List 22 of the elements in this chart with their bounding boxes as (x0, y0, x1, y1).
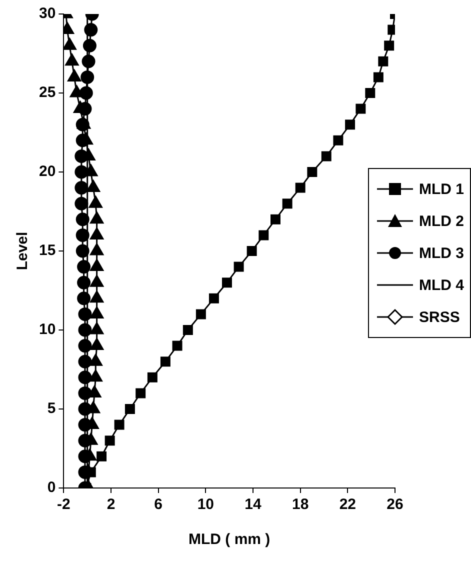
y-tick-label: 20 (38, 163, 56, 180)
x-tick-label: 6 (154, 496, 163, 514)
x-tick-label: 26 (386, 496, 404, 514)
y-tick-label: 30 (38, 5, 56, 22)
y-axis-title: Level (14, 232, 32, 270)
x-tick-label: -2 (57, 496, 70, 514)
x-tick-label: 22 (339, 496, 356, 514)
x-tick-label: 10 (197, 496, 214, 514)
legend-label: MLD 3 (419, 244, 464, 262)
legend-label: SRSS (419, 308, 460, 326)
y-tick-label: 5 (47, 400, 56, 418)
x-axis-title: MLD ( mm ) (188, 531, 270, 548)
y-tick-label: 0 (47, 479, 56, 496)
y-tick-label: 15 (38, 242, 56, 260)
y-tick-label: 10 (38, 321, 56, 338)
x-tick-label: 2 (106, 496, 116, 514)
legend-label: MLD 4 (419, 276, 464, 294)
x-tick-label: 14 (244, 496, 262, 514)
x-tick-label: 18 (292, 496, 309, 514)
legend-label: MLD 2 (419, 212, 464, 230)
y-tick-label: 25 (38, 84, 56, 102)
legend-label: MLD 1 (419, 180, 464, 198)
